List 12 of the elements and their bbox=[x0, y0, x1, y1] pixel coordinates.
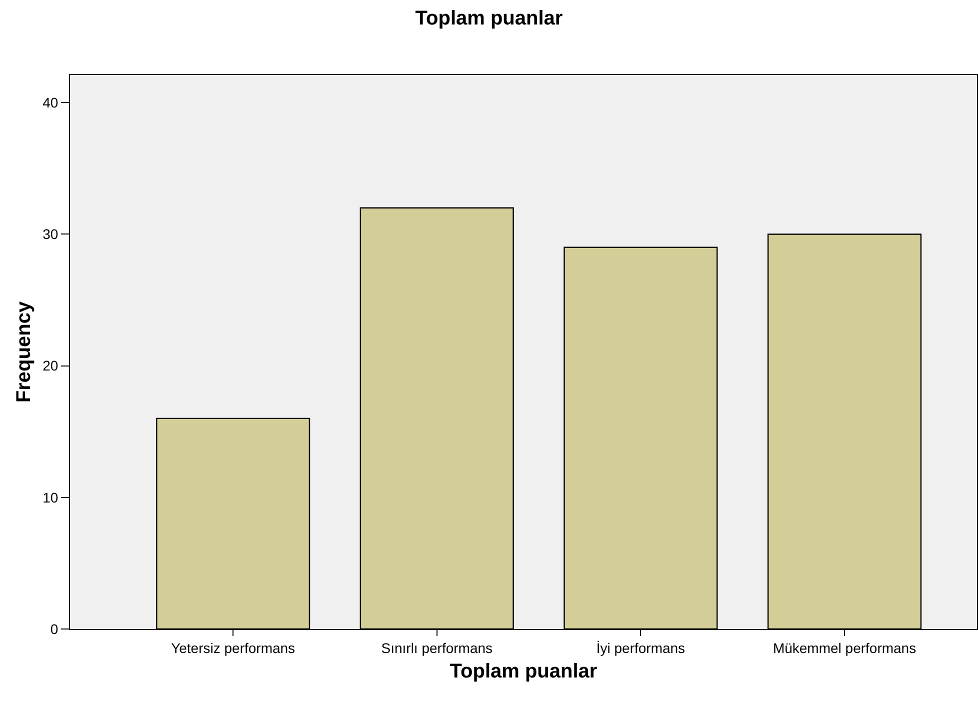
y-tick-label: 30 bbox=[42, 226, 58, 242]
y-axis-title: Frequency bbox=[13, 300, 36, 403]
y-tick-label: 10 bbox=[42, 489, 58, 506]
x-tick-label: Mükemmel performans bbox=[772, 640, 916, 656]
x-tick-label: Yetersiz performans bbox=[171, 640, 296, 656]
x-axis-title: Toplam puanlar bbox=[450, 660, 598, 682]
x-tick-label: Sınırlı performans bbox=[381, 640, 493, 656]
y-tick-label: 20 bbox=[42, 358, 58, 374]
chart-title: Toplam puanlar bbox=[415, 8, 563, 30]
y-tick-label: 0 bbox=[50, 620, 58, 637]
y-tick-label: 40 bbox=[42, 94, 58, 111]
x-tick-label: İyi performans bbox=[596, 640, 686, 656]
